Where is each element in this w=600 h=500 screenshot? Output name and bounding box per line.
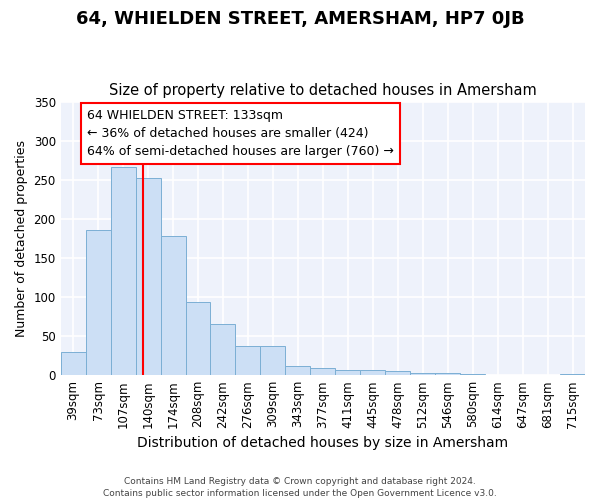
Bar: [136, 178, 161, 375]
Bar: [560, 374, 585, 375]
Bar: [460, 374, 485, 375]
X-axis label: Distribution of detached houses by size in Amersham: Distribution of detached houses by size …: [137, 436, 508, 450]
Bar: [310, 368, 335, 375]
Bar: [286, 366, 310, 375]
Text: 64, WHIELDEN STREET, AMERSHAM, HP7 0JB: 64, WHIELDEN STREET, AMERSHAM, HP7 0JB: [76, 10, 524, 28]
Y-axis label: Number of detached properties: Number of detached properties: [15, 140, 28, 337]
Bar: [235, 346, 260, 375]
Bar: [435, 373, 460, 375]
Bar: [161, 236, 185, 375]
Bar: [86, 230, 110, 375]
Text: 64 WHIELDEN STREET: 133sqm
← 36% of detached houses are smaller (424)
64% of sem: 64 WHIELDEN STREET: 133sqm ← 36% of deta…: [87, 109, 394, 158]
Bar: [185, 302, 211, 375]
Title: Size of property relative to detached houses in Amersham: Size of property relative to detached ho…: [109, 83, 537, 98]
Bar: [211, 324, 235, 375]
Bar: [110, 166, 136, 375]
Bar: [385, 372, 410, 375]
Bar: [410, 373, 435, 375]
Bar: [335, 370, 360, 375]
Bar: [260, 346, 286, 375]
Bar: [61, 352, 86, 375]
Bar: [360, 370, 385, 375]
Text: Contains HM Land Registry data © Crown copyright and database right 2024.
Contai: Contains HM Land Registry data © Crown c…: [103, 476, 497, 498]
